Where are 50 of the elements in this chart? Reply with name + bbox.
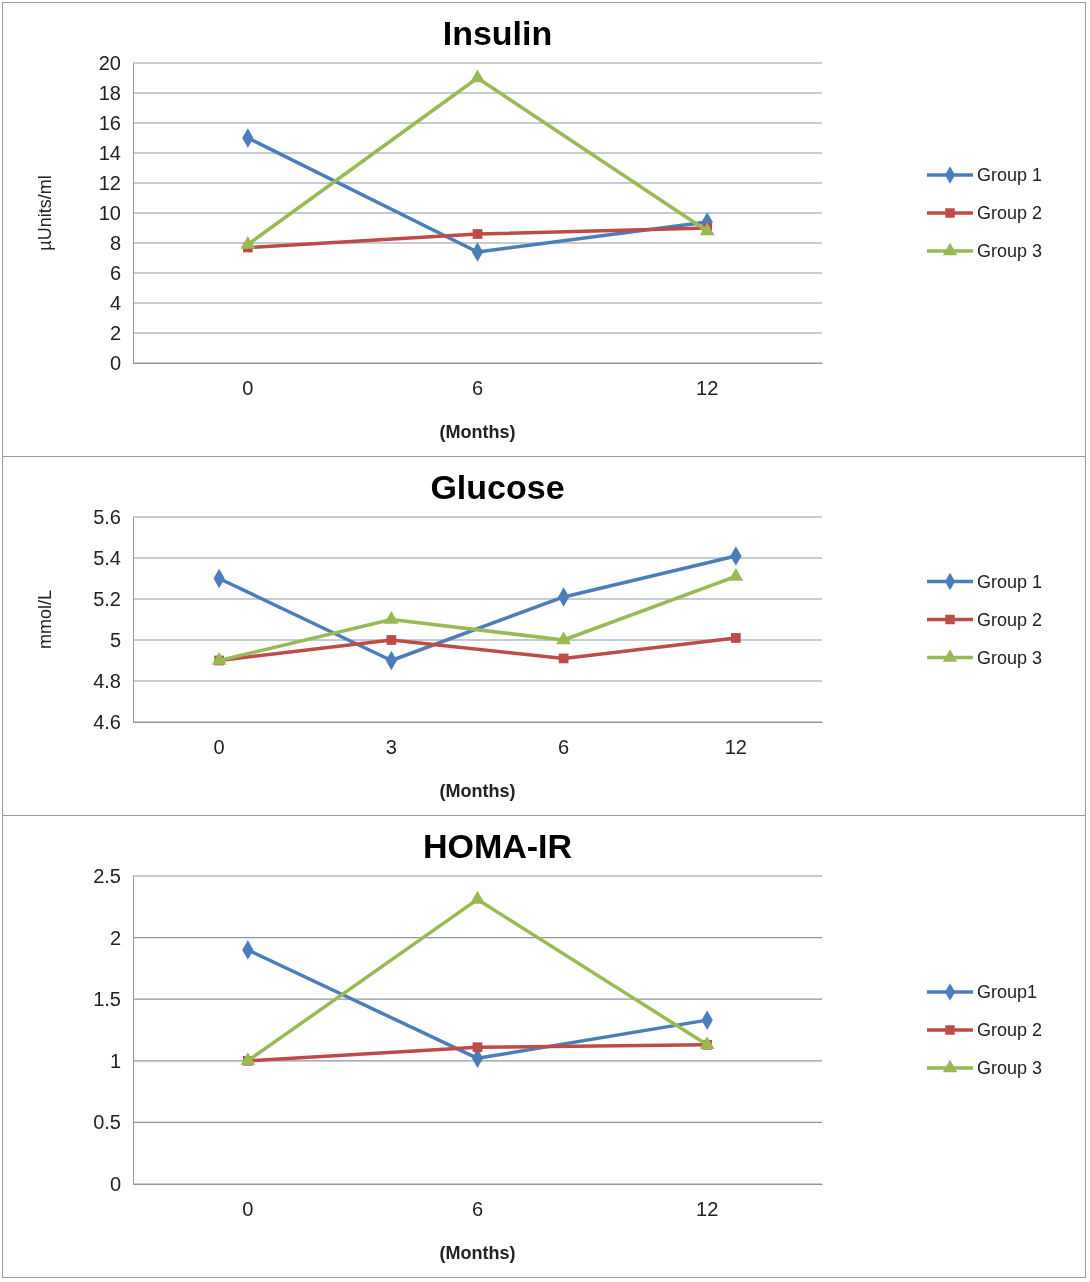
x-tick-label: 6 (471, 1198, 484, 1221)
x-axis-title: (Months) (439, 781, 516, 801)
y-tick-label: 5 (109, 628, 121, 651)
x-tick-label: 12 (696, 377, 719, 400)
y-tick-label: 18 (98, 81, 121, 104)
legend-label: Group 3 (977, 647, 1043, 668)
x-axis-title: (Months) (439, 1243, 516, 1263)
y-tick-label: 14 (98, 141, 121, 164)
y-tick-label: 6 (109, 261, 121, 284)
chart-title: Glucose (430, 468, 565, 506)
x-tick-label: 6 (558, 736, 570, 759)
y-tick-label: 4.6 (93, 710, 121, 733)
y-tick-label: 2 (109, 926, 121, 949)
y-tick-label: 8 (109, 231, 121, 254)
legend-label: Group 3 (977, 1058, 1043, 1078)
y-tick-label: 4.8 (93, 669, 121, 692)
legend-label: Group 3 (977, 241, 1043, 261)
y-tick-label: 5.2 (93, 587, 121, 610)
y-tick-label: 5.6 (93, 505, 121, 528)
y-tick-label: 2.5 (93, 864, 121, 887)
legend-label: Group 2 (977, 203, 1043, 223)
chart-title: Insulin (442, 14, 553, 52)
y-tick-label: 0 (109, 1172, 121, 1195)
x-axis-title: (Months) (439, 422, 516, 442)
legend-label: Group1 (977, 982, 1038, 1002)
y-axis-title: mmol/L (35, 589, 55, 650)
y-tick-label: 1 (109, 1049, 121, 1072)
legend-label: Group 1 (977, 165, 1043, 185)
y-tick-label: 1.5 (93, 988, 121, 1011)
y-tick-label: 16 (98, 111, 121, 134)
x-tick-label: 12 (724, 736, 747, 759)
y-tick-label: 0.5 (93, 1111, 121, 1134)
x-tick-label: 6 (471, 377, 484, 400)
x-tick-label: 12 (696, 1198, 719, 1221)
legend-label: Group 2 (977, 1020, 1043, 1040)
y-axis-title: µUnits/ml (35, 175, 55, 251)
y-tick-label: 5.4 (93, 546, 121, 569)
legend-label: Group 2 (977, 609, 1043, 630)
x-tick-label: 0 (242, 377, 254, 400)
legend-label: Group 1 (977, 571, 1043, 592)
y-tick-label: 4 (109, 291, 121, 314)
y-tick-label: 12 (98, 171, 121, 194)
x-tick-label: 3 (385, 736, 397, 759)
y-tick-label: 0 (109, 351, 121, 374)
y-tick-label: 20 (98, 51, 121, 74)
chart-title: HOMA-IR (422, 827, 573, 865)
y-tick-label: 10 (98, 201, 121, 224)
x-tick-label: 0 (242, 1198, 254, 1221)
x-tick-label: 0 (213, 736, 225, 759)
y-tick-label: 2 (109, 321, 121, 344)
